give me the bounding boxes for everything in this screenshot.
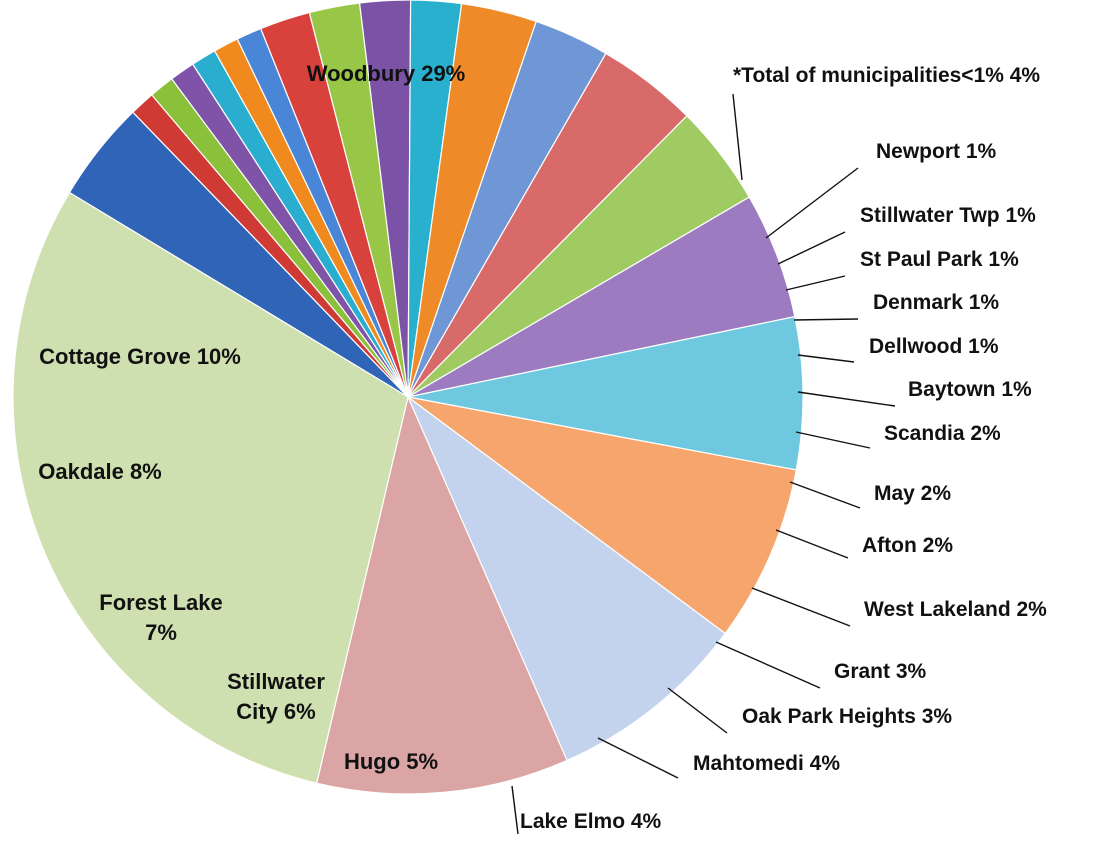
leader-line-mahtomedi [597,737,679,779]
pie-slice-forest-lake [407,396,797,635]
leader-line-grant [715,641,821,689]
leader-line-afton [775,529,849,559]
leader-line-lake-elmo [511,785,519,835]
slice-label-forest-lake: Forest Lake 7% [99,590,223,645]
slice-label-grant: Grant 3% [834,660,927,683]
slice-label-scandia: Scandia 2% [884,422,1001,445]
slice-label-afton: Afton 2% [862,534,953,557]
slice-label-lake-elmo: Lake Elmo 4% [520,810,662,833]
leader-lines-layer [511,93,896,835]
slice-label-oakdale: Oakdale 8% [38,459,162,484]
leader-line-newport [765,167,859,239]
leader-line-may [789,481,861,509]
slice-label-oak-park-heights: Oak Park Heights 3% [742,705,952,728]
slice-label-dellwood: Dellwood 1% [869,335,999,358]
leader-line-total-of-municipalities-1 [732,93,743,181]
slice-label-cottage-grove: Cottage Grove 10% [39,344,241,369]
leader-line-baytown [797,391,896,407]
slice-label-stillwater-city: Stillwater City 6% [227,669,325,724]
pie-slice-woodbury [12,191,409,784]
pie-slice-cottage-grove [315,395,568,795]
slice-label-may: May 2% [874,482,951,505]
leader-line-dellwood [797,354,855,363]
slice-label-hugo: Hugo 5% [344,749,438,774]
slice-label-newport: Newport 1% [876,140,997,163]
slices-layer [12,0,804,795]
slice-label-total-of-municipalities-1: *Total of municipalities<1% 4% [733,64,1040,87]
slice-label-woodbury: Woodbury 29% [307,61,466,86]
leader-line-st-paul-park [785,275,846,291]
pie-slice-oakdale [406,395,727,762]
slice-label-west-lakeland: West Lakeland 2% [864,598,1047,621]
leader-line-west-lakeland [751,587,851,627]
leader-line-stillwater-twp [777,231,846,265]
leader-line-oak-park-heights [667,687,728,734]
slice-label-baytown: Baytown 1% [908,378,1032,401]
leader-line-scandia [795,431,871,449]
slice-label-mahtomedi: Mahtomedi 4% [693,752,840,775]
leader-line-denmark [793,318,859,321]
slice-label-denmark: Denmark 1% [873,291,999,314]
slice-label-st-paul-park: St Paul Park 1% [860,248,1019,271]
slice-label-stillwater-twp: Stillwater Twp 1% [860,204,1036,227]
labels-layer: *Total of municipalities<1% 4% Newport 1%… [38,61,1047,833]
